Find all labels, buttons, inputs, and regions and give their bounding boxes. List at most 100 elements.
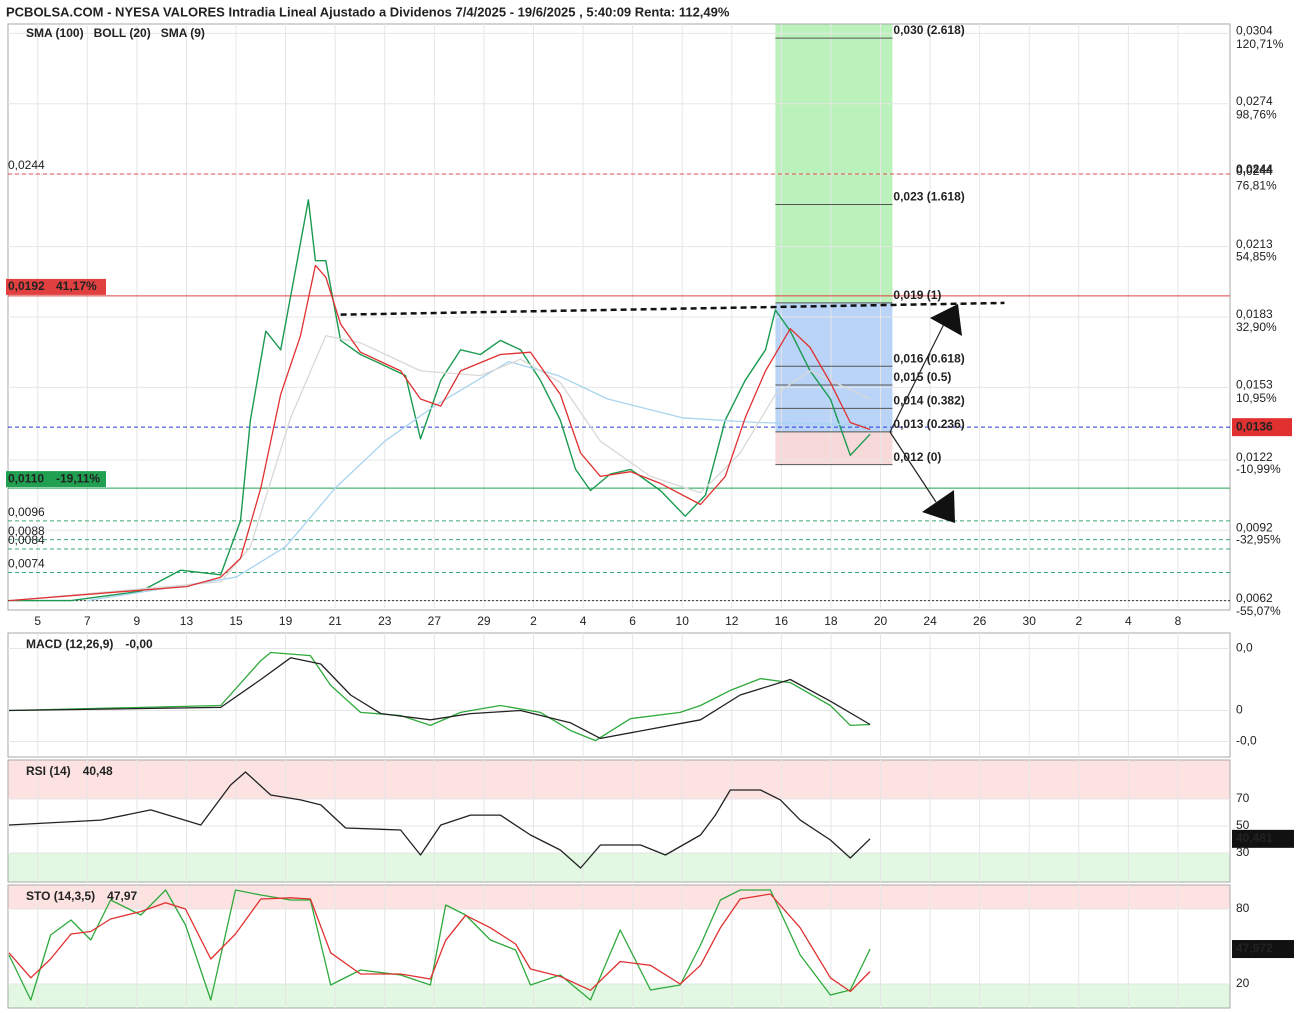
band <box>8 760 1230 800</box>
y2-tick-label: 76,81% <box>1236 178 1277 192</box>
y-tick-label: 80 <box>1236 901 1250 915</box>
panel-title: RSI (14) <box>26 764 71 778</box>
x-tick-label: 6 <box>629 614 636 628</box>
x-tick-label: 12 <box>725 614 739 628</box>
level-pct: -19,11% <box>56 471 100 485</box>
level-label: 0,0084 <box>8 533 45 547</box>
arrow-head <box>922 490 955 523</box>
x-tick-label: 29 <box>477 614 491 628</box>
level-box <box>6 278 106 295</box>
y-tick-label: 70 <box>1236 791 1250 805</box>
x-tick-label: 26 <box>973 614 987 628</box>
level-label: 0,0096 <box>8 505 45 519</box>
x-tick-label: 20 <box>874 614 888 628</box>
panel-title: STO (14,3,5) <box>26 889 95 903</box>
y-tick-label: 0,0183 <box>1236 307 1273 321</box>
level-axis-label: 0,0244 <box>1236 162 1273 176</box>
y-tick-label: 30 <box>1236 845 1250 859</box>
panel-value: -0,00 <box>125 637 153 651</box>
current-value-label: 40,481 <box>1236 831 1273 845</box>
x-tick-label: 7 <box>84 614 91 628</box>
x-tick-label: 10 <box>676 614 690 628</box>
level-label: 0,0110 <box>8 471 44 485</box>
x-tick-label: 4 <box>580 614 587 628</box>
fib-label: 0,019 (1) <box>893 288 941 302</box>
y-tick-label: -0,0 <box>1236 734 1257 748</box>
series-line <box>9 199 871 602</box>
panel-value: 40,48 <box>83 764 113 778</box>
x-tick-label: 23 <box>378 614 392 628</box>
level-label: 0,0192 <box>8 279 45 293</box>
panel-frame <box>7 632 1231 758</box>
current-price-label: 0,0136 <box>1236 419 1273 433</box>
x-tick-label: 9 <box>134 614 141 628</box>
x-tick-label: 4 <box>1125 614 1132 628</box>
y2-tick-label: -55,07% <box>1236 604 1281 618</box>
legend-entry: SMA (9) <box>161 26 205 40</box>
series-line <box>8 893 871 993</box>
x-tick-label: 19 <box>279 614 293 628</box>
x-tick-label: 21 <box>329 614 343 628</box>
panel-value: 47,97 <box>107 889 137 903</box>
current-value-box <box>1232 940 1294 959</box>
x-tick-label: 30 <box>1023 614 1037 628</box>
x-tick-label: 8 <box>1175 614 1182 628</box>
series-line <box>8 264 871 602</box>
x-tick-label: 18 <box>824 614 838 628</box>
band <box>8 852 1230 882</box>
fib-zone-mid <box>775 302 893 432</box>
level-box <box>6 471 106 488</box>
x-tick-label: 2 <box>1075 614 1082 628</box>
y2-tick-label: 32,90% <box>1236 320 1277 334</box>
level-label: 0,0088 <box>8 524 45 538</box>
y-tick-label: 0,0244 <box>1236 164 1273 178</box>
series-line <box>87 360 871 602</box>
level-label: 0,0074 <box>8 557 45 571</box>
fib-label: 0,023 (1.618) <box>893 190 964 204</box>
y-tick-label: 0,0062 <box>1236 591 1273 605</box>
series-line <box>8 651 871 742</box>
legend-entry: SMA (100) <box>26 26 84 40</box>
y-tick-label: 0,0153 <box>1236 377 1273 391</box>
fib-zone-low <box>775 431 893 465</box>
arrow-head <box>930 304 962 336</box>
current-price-box <box>1232 418 1292 437</box>
y-tick-label: 50 <box>1236 818 1250 832</box>
level-label: 0,0244 <box>8 158 45 172</box>
x-tick-label: 2 <box>530 614 537 628</box>
projection-arrows <box>889 304 962 523</box>
y-tick-label: 0,0122 <box>1236 450 1273 464</box>
y2-tick-label: -32,95% <box>1236 533 1281 547</box>
band <box>8 885 1230 909</box>
y-tick-label: 0,0 <box>1236 641 1253 655</box>
current-value-label: 47,972 <box>1236 941 1273 955</box>
x-tick-label: 13 <box>180 614 194 628</box>
panel-frame <box>7 759 1231 883</box>
current-value-box <box>1232 829 1294 848</box>
trend-line <box>340 301 1005 316</box>
chart-layer: 0,0 30 4 0,0274 0,0244 0,0213 0,0183 0,0153 0,01… <box>6 23 1294 1009</box>
y2-tick-label: 54,85% <box>1236 249 1277 263</box>
arrow-down <box>889 431 937 503</box>
y2-tick-label: 120,71% <box>1236 37 1284 51</box>
y-tick-label: 0,0213 <box>1236 237 1273 251</box>
y-tick-label: 0,0274 <box>1236 94 1273 108</box>
y2-tick-label: -10,99% <box>1236 462 1281 476</box>
panel-title: MACD (12,26,9) <box>26 637 113 651</box>
y-tick-label: 20 <box>1236 976 1250 990</box>
fib-label: 0,013 (0.236) <box>893 417 964 431</box>
x-tick-label: 16 <box>775 614 789 628</box>
x-tick-label: 15 <box>229 614 243 628</box>
series-line <box>8 657 871 740</box>
level-pct: 41,17% <box>56 279 97 293</box>
fib-label: 0,015 (0.5) <box>893 370 951 384</box>
fib-label: 0,012 (0) <box>893 450 941 464</box>
fib-label: 0,014 (0.382) <box>893 394 964 408</box>
y-tick-label: 0 <box>1236 703 1243 717</box>
fib-label: 0,016 (0.618) <box>893 351 964 365</box>
series-line <box>8 771 871 869</box>
legend-entry: BOLL (20) <box>94 26 151 40</box>
x-tick-label: 27 <box>428 614 442 628</box>
